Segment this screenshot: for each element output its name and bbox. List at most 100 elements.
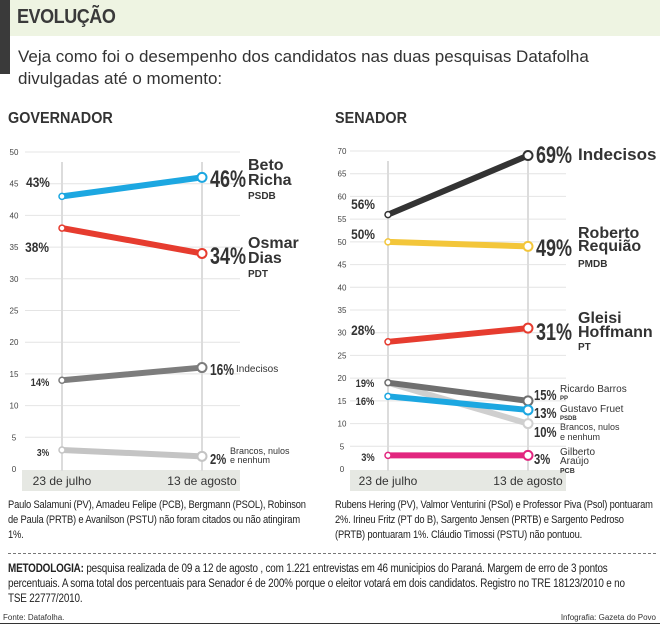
y-tick-label: 0 bbox=[340, 465, 345, 474]
series-name: Araújo bbox=[560, 456, 589, 467]
x-tick-label: 23 de julho bbox=[359, 474, 418, 488]
start-value-label: 38% bbox=[25, 239, 49, 255]
y-tick-label: 50 bbox=[10, 148, 19, 157]
series-name: Hoffmann bbox=[578, 324, 653, 341]
series-name: Brancos, nulos bbox=[560, 422, 620, 432]
x-tick-label: 13 de agosto bbox=[493, 474, 563, 488]
data-point bbox=[58, 192, 66, 201]
start-value-label: 56% bbox=[351, 196, 375, 212]
start-value-label: 3% bbox=[37, 447, 49, 458]
series-name: Beto bbox=[248, 157, 284, 174]
data-point bbox=[522, 449, 534, 461]
start-value-label: 16% bbox=[356, 396, 375, 408]
series-party: PP bbox=[560, 396, 568, 402]
data-point bbox=[522, 395, 534, 407]
series-line bbox=[59, 446, 205, 460]
y-tick-label: 25 bbox=[10, 307, 19, 316]
data-point bbox=[384, 378, 392, 387]
data-point bbox=[384, 392, 392, 401]
end-value-label: 2% bbox=[210, 450, 226, 467]
series-name: Indecisos bbox=[578, 145, 656, 164]
end-value-label: 69% bbox=[536, 143, 572, 169]
series-name: Roberto bbox=[578, 225, 640, 242]
start-value-label: 50% bbox=[351, 226, 375, 242]
series-line bbox=[385, 393, 531, 413]
y-tick-label: 5 bbox=[12, 433, 17, 442]
y-tick-label: 25 bbox=[338, 351, 347, 360]
intro-text: Veja como foi o desempenho dos candidato… bbox=[18, 47, 589, 88]
y-tick-label: 10 bbox=[338, 420, 347, 429]
y-tick-label: 60 bbox=[338, 192, 347, 201]
header-accent-bar bbox=[0, 0, 10, 74]
end-value-label: 49% bbox=[536, 236, 572, 262]
series-line bbox=[385, 238, 531, 250]
series-name: Dias bbox=[248, 250, 282, 267]
x-tick-label: 23 de julho bbox=[33, 474, 92, 488]
series-party: PDT bbox=[248, 269, 268, 280]
y-tick-label: 70 bbox=[338, 147, 347, 156]
x-axis-band bbox=[350, 470, 566, 491]
divider bbox=[8, 553, 656, 554]
data-point bbox=[58, 224, 66, 232]
end-value-label: 46% bbox=[210, 167, 246, 193]
series-name: Requião bbox=[578, 238, 641, 255]
header-band bbox=[0, 0, 660, 36]
data-point bbox=[522, 404, 534, 416]
y-tick-label: 40 bbox=[10, 211, 19, 220]
bottom-rule bbox=[0, 623, 660, 624]
series-line bbox=[59, 364, 205, 384]
data-point bbox=[384, 338, 392, 346]
end-value-label: 10% bbox=[534, 423, 557, 440]
data-point bbox=[384, 238, 392, 246]
y-tick-label: 30 bbox=[10, 275, 19, 284]
y-tick-label: 5 bbox=[340, 442, 345, 451]
series-name: e nenhum bbox=[560, 432, 600, 442]
senador-title: SENADOR bbox=[335, 110, 408, 127]
y-tick-label: 45 bbox=[10, 180, 19, 189]
data-point bbox=[196, 362, 208, 374]
series-party: PMDB bbox=[578, 259, 607, 270]
y-tick-label: 0 bbox=[12, 465, 17, 474]
series-line bbox=[59, 174, 205, 200]
y-tick-label: 10 bbox=[10, 402, 19, 411]
series-line bbox=[385, 152, 531, 218]
end-value-label: 31% bbox=[536, 320, 572, 346]
y-tick-label: 35 bbox=[338, 306, 347, 315]
series-party: PT bbox=[578, 342, 591, 353]
start-value-label: 43% bbox=[26, 174, 50, 190]
credit: Infografia: Gazeta do Povo bbox=[560, 613, 656, 622]
end-value-label: 3% bbox=[534, 450, 550, 467]
end-value-label: 16% bbox=[210, 360, 234, 378]
series-name: Ricardo Barros bbox=[560, 384, 627, 395]
start-value-label: 19% bbox=[356, 378, 375, 390]
data-point bbox=[384, 451, 392, 460]
metodologia: METODOLOGIA: pesquisa realizada de 09 a … bbox=[8, 562, 644, 607]
series-name: e nenhum bbox=[230, 455, 270, 465]
data-point bbox=[522, 150, 534, 162]
start-value-label: 14% bbox=[31, 377, 50, 389]
data-point bbox=[522, 322, 534, 334]
source: Fonte: Datafolha. bbox=[3, 613, 65, 622]
page-title: EVOLUÇÃO bbox=[17, 6, 116, 28]
start-value-label: 28% bbox=[351, 322, 375, 338]
data-point bbox=[522, 418, 534, 430]
y-tick-label: 15 bbox=[10, 370, 19, 379]
data-point bbox=[384, 210, 392, 219]
data-point bbox=[196, 171, 208, 183]
y-tick-label: 40 bbox=[338, 283, 347, 292]
series-name: Richa bbox=[248, 172, 292, 189]
series-line bbox=[385, 325, 531, 345]
y-tick-label: 35 bbox=[10, 243, 19, 252]
data-point bbox=[522, 240, 534, 252]
series-name: Gilberto bbox=[560, 447, 595, 458]
data-point bbox=[58, 376, 66, 384]
end-value-label: 15% bbox=[534, 386, 557, 403]
series-name: Osmar bbox=[248, 235, 299, 252]
series-line bbox=[59, 225, 205, 257]
y-tick-label: 30 bbox=[338, 329, 347, 338]
series-party: PCB bbox=[560, 468, 575, 475]
data-point bbox=[58, 446, 66, 454]
y-tick-label: 20 bbox=[338, 374, 347, 383]
y-tick-label: 65 bbox=[338, 170, 347, 179]
